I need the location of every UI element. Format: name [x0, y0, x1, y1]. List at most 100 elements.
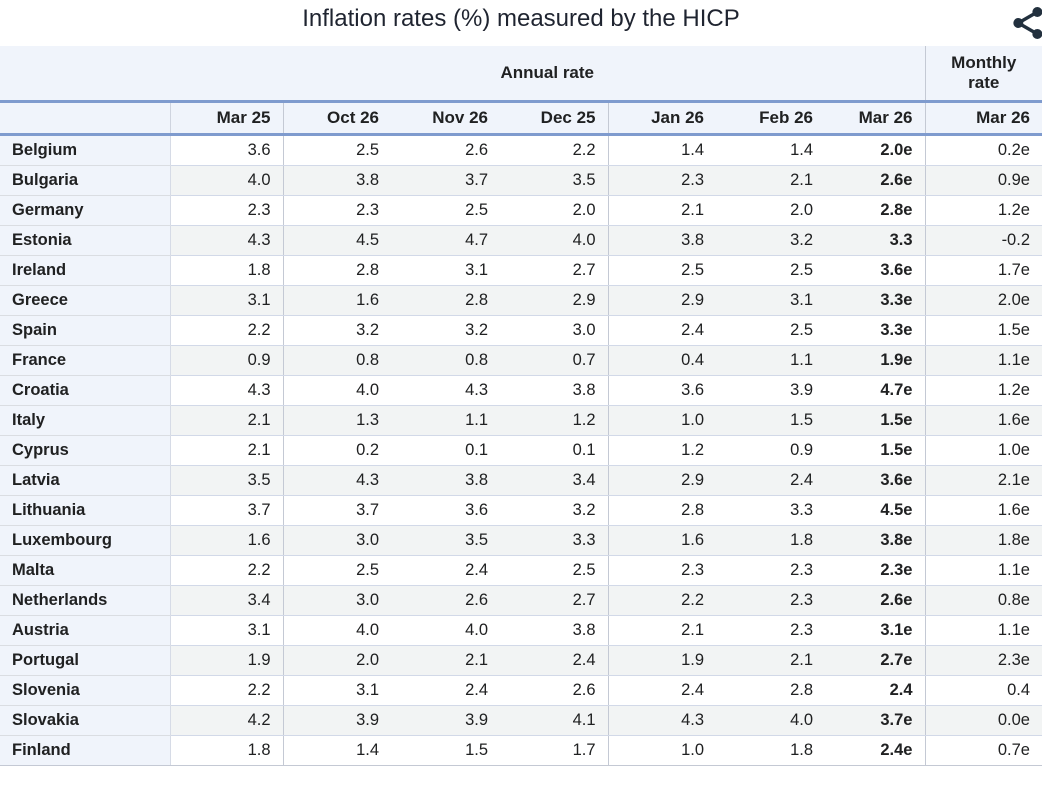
- annual-value-cell: 2.2: [608, 585, 716, 616]
- annual-value-cell: 3.1e: [825, 615, 926, 646]
- country-cell: Latvia: [0, 465, 171, 496]
- annual-value-cell: 2.1: [716, 165, 825, 196]
- annual-value-cell: 3.2: [716, 225, 825, 256]
- annual-value-cell: 2.7e: [825, 645, 926, 676]
- annual-value-cell: 2.4: [391, 555, 500, 586]
- annual-value-cell: 4.0: [283, 615, 391, 646]
- annual-value-cell: 3.0: [283, 585, 391, 616]
- annual-value-cell: 3.3: [716, 495, 825, 526]
- table-row: Croatia 4.3 4.0 4.3 3.8 3.6 3.9 4.7e 1.2e: [0, 375, 1042, 406]
- annual-value-cell: 1.0: [608, 735, 716, 766]
- annual-value-cell: 3.0: [283, 525, 391, 556]
- month-header-row: Mar 25 Oct 26 Nov 26 Dec 25 Jan 26 Feb 2…: [0, 101, 1042, 136]
- annual-value-cell: 2.7: [500, 585, 609, 616]
- annual-value-cell: 2.6: [391, 134, 500, 166]
- annual-value-cell: 1.5: [391, 735, 500, 766]
- annual-value-cell: 3.1: [716, 285, 825, 316]
- annual-value-cell: 3.3: [825, 225, 926, 256]
- share-button[interactable]: [1002, 0, 1042, 42]
- annual-value-cell: 3.2: [500, 495, 609, 526]
- annual-value-cell: 1.8: [716, 525, 825, 556]
- annual-value-cell: 0.8: [391, 345, 500, 376]
- country-cell: Slovenia: [0, 675, 171, 706]
- table-row: Latvia 3.5 4.3 3.8 3.4 2.9 2.4 3.6e 2.1e: [0, 465, 1042, 496]
- annual-value-cell: 3.8e: [825, 525, 926, 556]
- annual-value-cell: 3.9: [716, 375, 825, 406]
- annual-value-cell: 1.5: [716, 405, 825, 436]
- country-cell: Spain: [0, 315, 171, 346]
- annual-value-cell: 0.9: [716, 435, 825, 466]
- country-cell: Germany: [0, 195, 171, 226]
- annual-value-cell: 2.8e: [825, 195, 926, 226]
- monthly-value-cell: 1.5e: [925, 315, 1042, 346]
- table-row: Portugal 1.9 2.0 2.1 2.4 1.9 2.1 2.7e 2.3e: [0, 645, 1042, 676]
- annual-value-cell: 2.3: [608, 555, 716, 586]
- annual-value-cell: 3.8: [608, 225, 716, 256]
- annual-value-cell: 2.7: [500, 255, 609, 286]
- annual-value-cell: 1.8: [170, 255, 284, 286]
- annual-value-cell: 4.5: [283, 225, 391, 256]
- monthly-value-cell: 1.1e: [925, 345, 1042, 376]
- annual-value-cell: 3.7: [170, 495, 284, 526]
- table-body: Belgium 3.6 2.5 2.6 2.2 1.4 1.4 2.0e 0.2e Bulgari…: [0, 134, 1042, 766]
- country-cell: Portugal: [0, 645, 171, 676]
- table-row: France 0.9 0.8 0.8 0.7 0.4 1.1 1.9e 1.1e: [0, 345, 1042, 376]
- annual-value-cell: 1.5e: [825, 405, 926, 436]
- annual-value-cell: 2.1: [391, 645, 500, 676]
- col-header-dec25: Dec 25: [500, 101, 609, 136]
- annual-value-cell: 2.4: [500, 645, 609, 676]
- annual-value-cell: 3.1: [283, 675, 391, 706]
- country-cell: Italy: [0, 405, 171, 436]
- annual-value-cell: 3.3: [500, 525, 609, 556]
- annual-value-cell: 4.2: [170, 705, 284, 736]
- country-cell: Lithuania: [0, 495, 171, 526]
- annual-value-cell: 3.6: [391, 495, 500, 526]
- table-row: Belgium 3.6 2.5 2.6 2.2 1.4 1.4 2.0e 0.2e: [0, 134, 1042, 166]
- annual-value-cell: 2.3: [608, 165, 716, 196]
- table-row: Lithuania 3.7 3.7 3.6 3.2 2.8 3.3 4.5e 1.6e: [0, 495, 1042, 526]
- inflation-table: Annual rate Monthly rate Mar 25 Oct 26 N…: [0, 46, 1042, 766]
- annual-value-cell: 3.3e: [825, 285, 926, 316]
- col-header-mar26-monthly: Mar 26: [925, 101, 1042, 136]
- annual-value-cell: 2.1: [608, 195, 716, 226]
- annual-value-cell: 1.2: [608, 435, 716, 466]
- annual-value-cell: 0.7: [500, 345, 609, 376]
- annual-value-cell: 2.8: [391, 285, 500, 316]
- annual-value-cell: 2.1: [716, 645, 825, 676]
- annual-value-cell: 1.7: [500, 735, 609, 766]
- annual-value-cell: 2.8: [283, 255, 391, 286]
- annual-value-cell: 2.5: [716, 255, 825, 286]
- annual-value-cell: 2.6e: [825, 165, 926, 196]
- annual-value-cell: 3.6: [608, 375, 716, 406]
- annual-value-cell: 4.0: [716, 705, 825, 736]
- annual-value-cell: 2.3e: [825, 555, 926, 586]
- table-row: Malta 2.2 2.5 2.4 2.5 2.3 2.3 2.3e 1.1e: [0, 555, 1042, 586]
- annual-value-cell: 2.3: [170, 195, 284, 226]
- annual-value-cell: 4.5e: [825, 495, 926, 526]
- col-header-nov26: Nov 26: [391, 101, 500, 136]
- monthly-value-cell: 2.3e: [925, 645, 1042, 676]
- monthly-value-cell: 0.2e: [925, 134, 1042, 166]
- annual-value-cell: 4.7: [391, 225, 500, 256]
- annual-value-cell: 1.4: [608, 134, 716, 166]
- annual-value-cell: 1.6: [283, 285, 391, 316]
- annual-value-cell: 2.0: [283, 645, 391, 676]
- annual-value-cell: 2.5: [608, 255, 716, 286]
- annual-value-cell: 2.4: [716, 465, 825, 496]
- annual-value-cell: 2.0e: [825, 134, 926, 166]
- annual-value-cell: 0.4: [608, 345, 716, 376]
- annual-value-cell: 3.9: [283, 705, 391, 736]
- annual-value-cell: 2.8: [716, 675, 825, 706]
- monthly-value-cell: 1.7e: [925, 255, 1042, 286]
- annual-value-cell: 2.2: [170, 315, 284, 346]
- table-row: Netherlands 3.4 3.0 2.6 2.7 2.2 2.3 2.6e 0.8e: [0, 585, 1042, 616]
- monthly-value-cell: 2.0e: [925, 285, 1042, 316]
- annual-value-cell: 2.5: [283, 555, 391, 586]
- annual-value-cell: 2.6: [500, 675, 609, 706]
- annual-value-cell: 2.5: [391, 195, 500, 226]
- annual-value-cell: 2.6e: [825, 585, 926, 616]
- annual-value-cell: 2.4: [608, 675, 716, 706]
- monthly-value-cell: 0.7e: [925, 735, 1042, 766]
- table-row: Estonia 4.3 4.5 4.7 4.0 3.8 3.2 3.3 -0.2: [0, 225, 1042, 256]
- annual-value-cell: 2.1: [608, 615, 716, 646]
